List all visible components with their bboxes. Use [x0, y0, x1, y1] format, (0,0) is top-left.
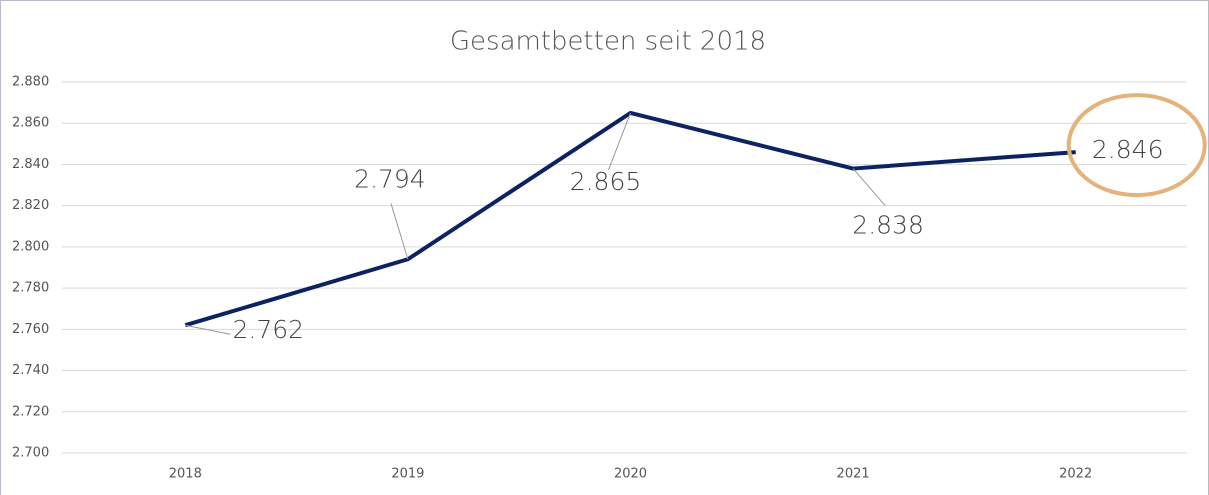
data-label: 2.838 [852, 211, 924, 240]
y-tick-label: 2.700 [12, 446, 49, 461]
line [184, 110, 1076, 328]
x-tick-label: 2020 [614, 467, 647, 482]
data-label: 2.865 [570, 167, 642, 196]
y-tick-label: 2.740 [12, 363, 49, 378]
leader-line [185, 324, 231, 335]
data-label: 2.762 [233, 315, 305, 344]
y-tick-label: 2.800 [12, 239, 49, 254]
data-label: 2.846 [1092, 135, 1164, 164]
x-tick-label: 2019 [391, 467, 424, 482]
leader-line [608, 112, 631, 171]
y-tick-label: 2.780 [12, 281, 49, 296]
leader-line [852, 168, 886, 206]
chart-title: Gesamtbetten seit 2018 [450, 27, 766, 57]
highlight-ellipse [1066, 93, 1207, 198]
y-tick-label: 2.860 [12, 116, 49, 131]
y-tick-label: 2.840 [12, 157, 49, 172]
y-tick-label: 2.760 [12, 322, 49, 337]
y-tick-label: 2.720 [12, 404, 49, 419]
data-label: 2.794 [354, 164, 426, 193]
leader-line [390, 203, 409, 260]
x-tick-label: 2021 [837, 467, 870, 482]
y-tick-label: 2.820 [12, 198, 49, 213]
x-tick-label: 2022 [1059, 467, 1092, 482]
x-tick-label: 2018 [169, 467, 202, 482]
y-tick-label: 2.880 [12, 75, 49, 90]
